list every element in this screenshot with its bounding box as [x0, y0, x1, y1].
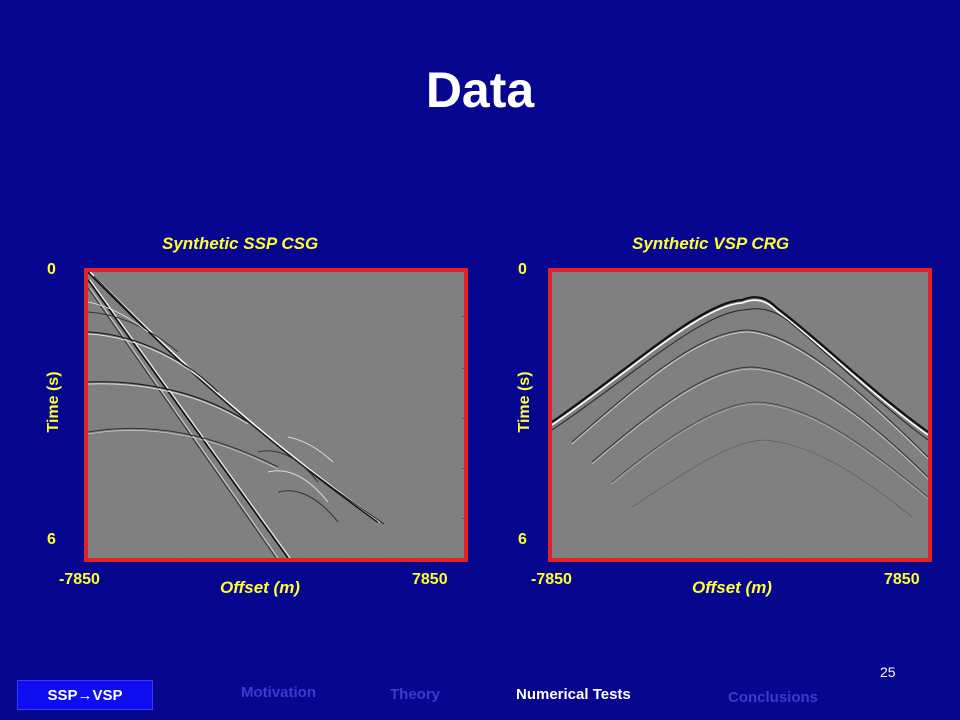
nav-item-theory[interactable]: Theory [390, 686, 441, 703]
panel-title-vsp: Synthetic VSP CRG [632, 234, 790, 253]
x-tick-left-vsp: -7850 [531, 571, 572, 588]
panel-title-ssp: Synthetic SSP CSG [162, 234, 319, 253]
x-tick-left-ssp: -7850 [59, 571, 100, 588]
tick [462, 368, 464, 369]
y-axis-label-vsp: Time (s) [516, 371, 533, 433]
nav-item-numerical-tests[interactable]: Numerical Tests [516, 686, 631, 703]
x-axis-label-ssp: Offset (m) [220, 578, 300, 597]
y-axis-label-ssp: Time (s) [45, 371, 62, 433]
x-tick-right-ssp: 7850 [412, 571, 448, 588]
nav-item-conclusions[interactable]: Conclusions [728, 689, 819, 706]
seismic-image-vsp-crg [548, 268, 932, 562]
y-tick-bottom-ssp: 6 [47, 531, 56, 548]
tick [462, 316, 464, 317]
nav-item-ssp-vsp[interactable]: SSP→VSP [17, 680, 153, 710]
tick [462, 518, 464, 519]
x-axis-label-vsp: Offset (m) [692, 578, 772, 597]
x-tick-right-vsp: 7850 [884, 571, 920, 588]
page-number: 25 [880, 664, 896, 680]
vsp-crg-wavefield [552, 272, 928, 558]
ssp-csg-wavefield [88, 272, 464, 558]
nav-item-motivation[interactable]: Motivation [241, 684, 316, 701]
slide-title: Data [425, 62, 535, 118]
tick [462, 468, 464, 469]
tick [462, 418, 464, 419]
y-tick-top-ssp: 0 [47, 261, 56, 278]
seismic-image-ssp-csg [84, 268, 468, 562]
y-tick-top-vsp: 0 [518, 261, 527, 278]
y-tick-bottom-vsp: 6 [518, 531, 527, 548]
